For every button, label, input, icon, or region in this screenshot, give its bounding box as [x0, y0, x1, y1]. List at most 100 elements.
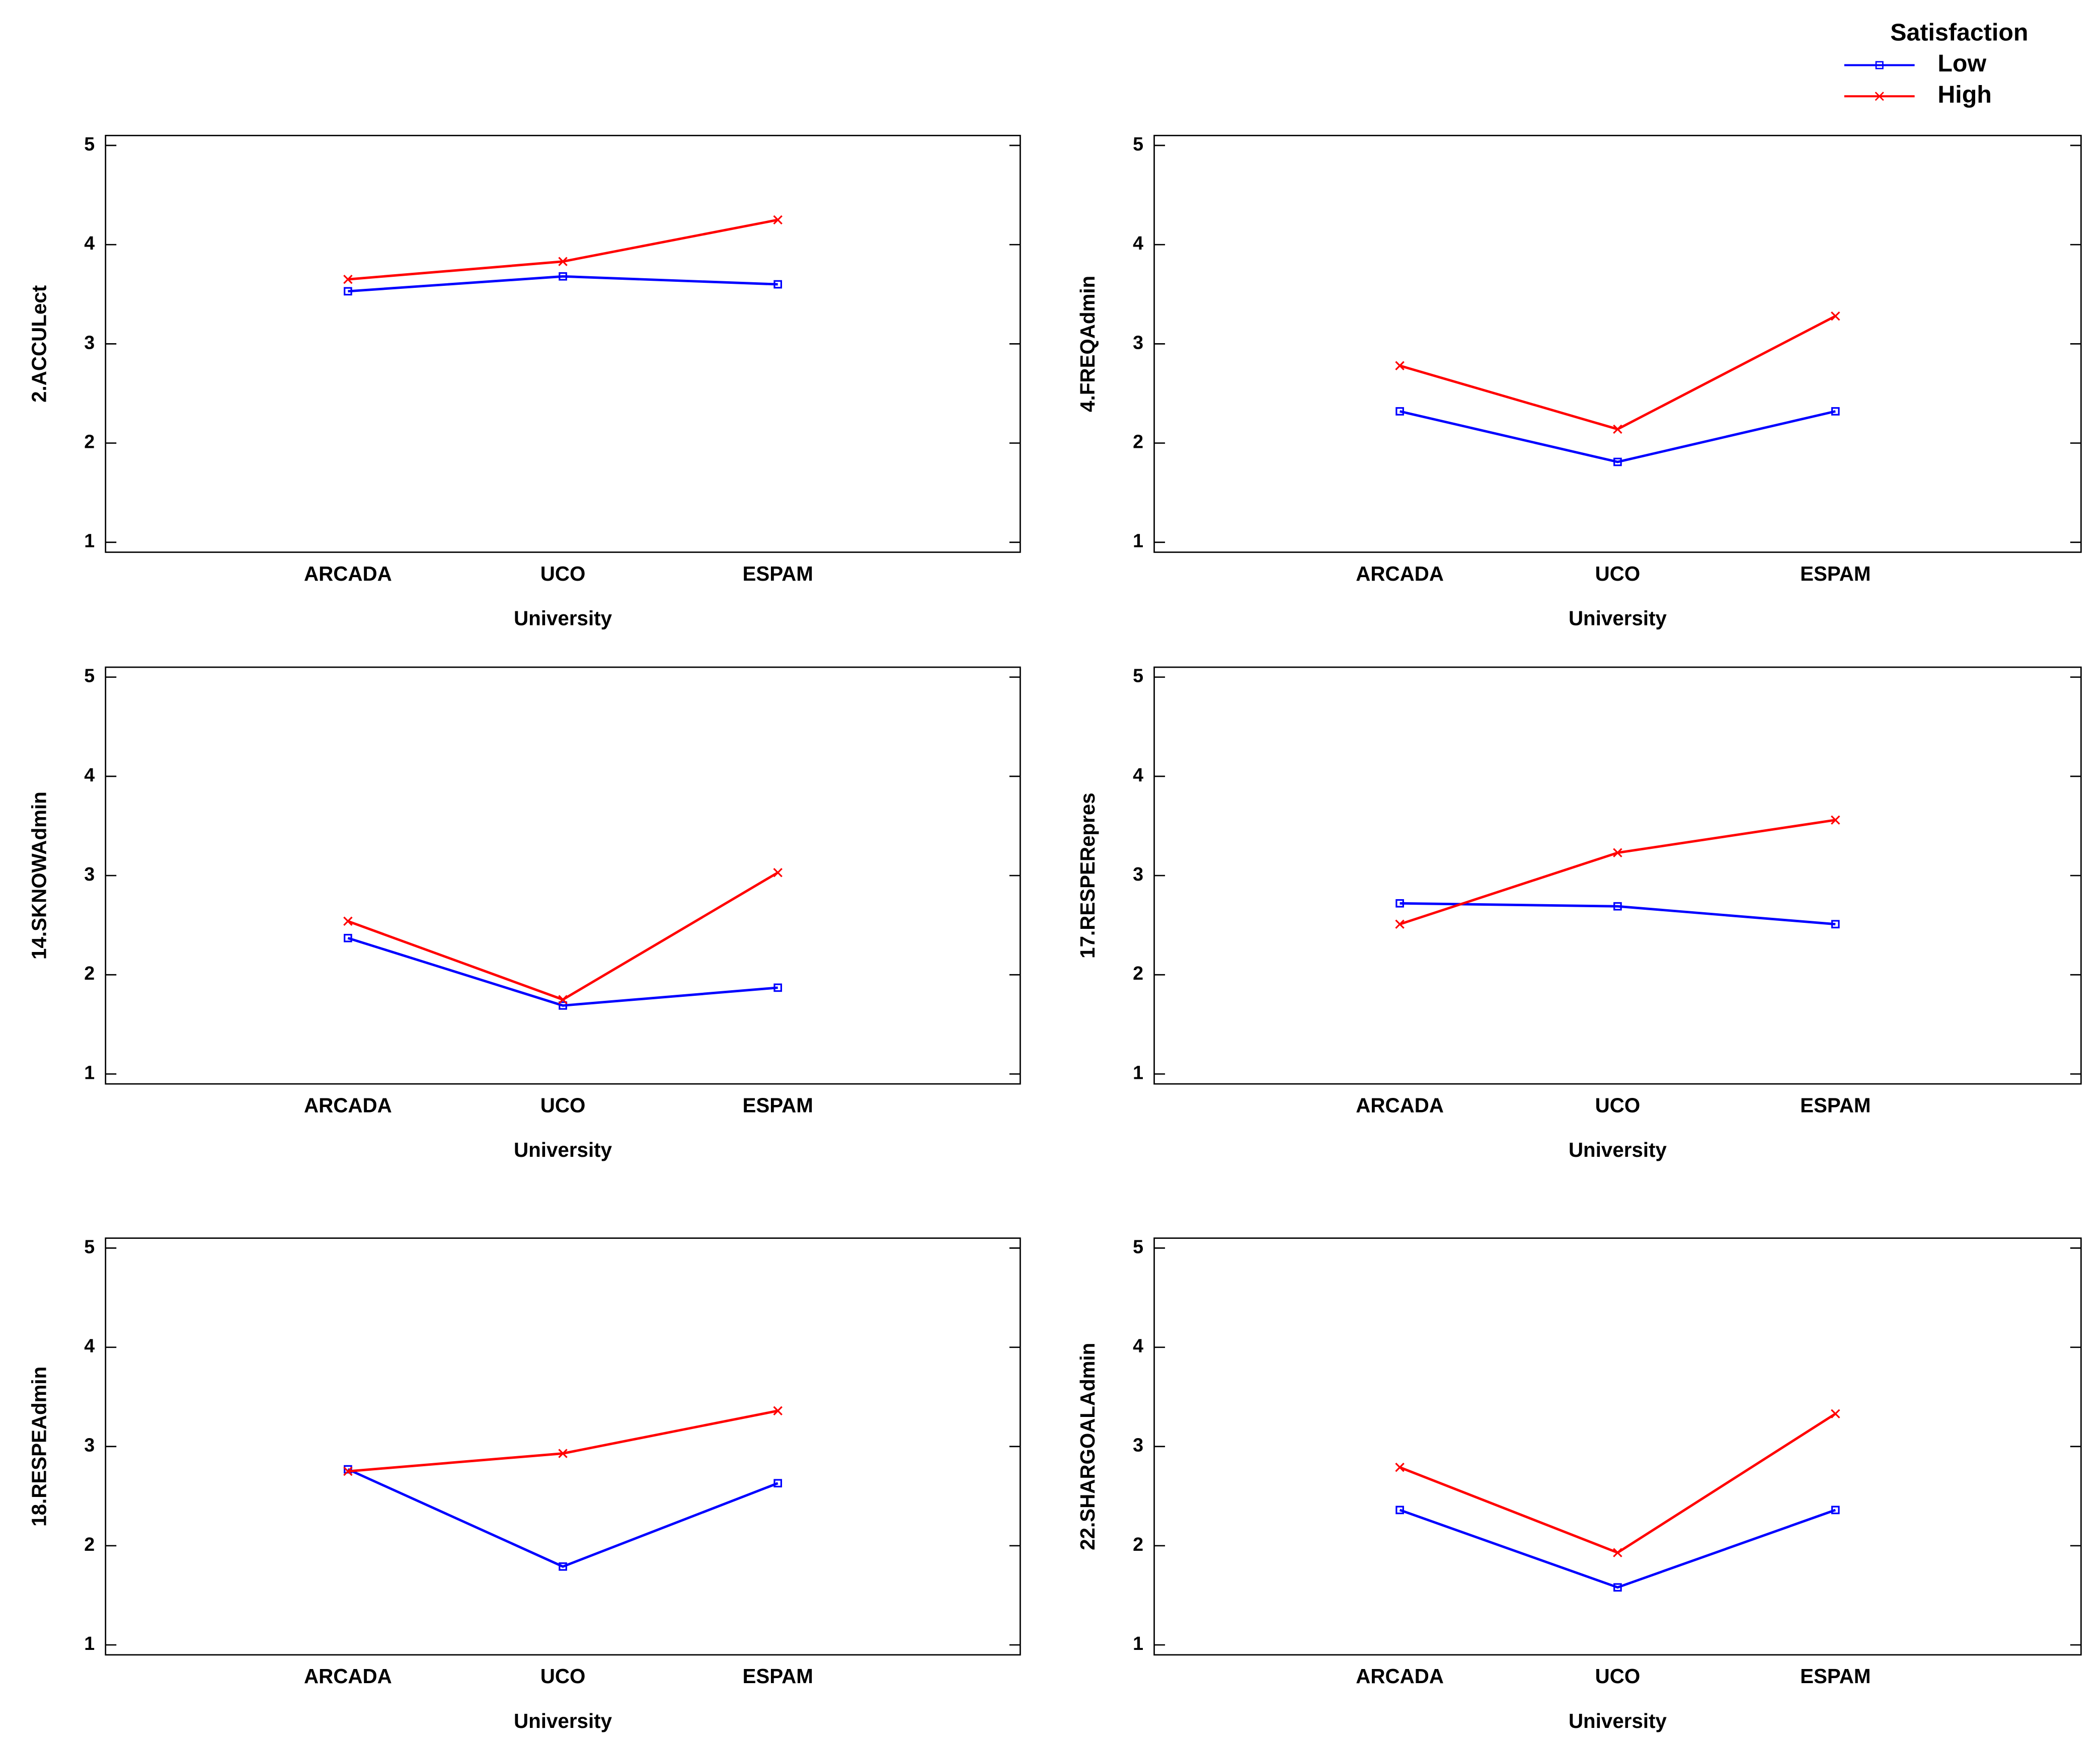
marker: [1613, 848, 1622, 857]
marker: [1613, 457, 1622, 466]
marker: [1395, 361, 1405, 370]
x-axis-label: University: [1569, 1138, 1667, 1161]
marker: [1831, 1409, 1840, 1418]
series-line: [1399, 902, 1836, 926]
y-axis-label: 17.RESPERepres: [1076, 793, 1099, 959]
x-tick-label: UCO: [1595, 1094, 1641, 1117]
plot-frame: [1153, 1237, 2082, 1656]
y-tick-label: 1: [84, 530, 95, 551]
x-tick-label: ESPAM: [742, 562, 813, 585]
x-axis-label: University: [514, 607, 612, 630]
x-axis-label: University: [1569, 1709, 1667, 1732]
x-tick-label: ARCADA: [1356, 562, 1444, 585]
x-axis-label: University: [1569, 607, 1667, 630]
marker: [1395, 1462, 1405, 1472]
marker: [1831, 815, 1840, 825]
y-tick-label: 2: [84, 1534, 95, 1555]
y-axis-label: 18.RESPEAdmin: [27, 1367, 50, 1527]
marker: [1831, 920, 1840, 929]
plot-frame: [105, 1237, 1021, 1656]
y-tick-label: 2: [84, 431, 95, 452]
x-tick-label: ESPAM: [742, 1665, 813, 1688]
plot-frame: [105, 666, 1021, 1085]
series-line: [1399, 410, 1836, 463]
marker: [1613, 902, 1622, 911]
marker: [1395, 899, 1404, 908]
y-tick-label: 1: [1133, 530, 1143, 551]
legend-marker: [1875, 92, 1884, 101]
marker: [773, 983, 783, 992]
x-tick-label: UCO: [1595, 1665, 1641, 1688]
y-tick-label: 1: [1133, 1062, 1143, 1083]
marker: [1613, 1583, 1622, 1592]
y-tick-label: 3: [84, 332, 95, 353]
y-tick-label: 3: [84, 1435, 95, 1456]
y-tick-label: 4: [1133, 1335, 1143, 1356]
marker: [1831, 407, 1840, 416]
y-tick-label: 5: [84, 665, 95, 686]
x-tick-label: ARCADA: [304, 1094, 392, 1117]
y-tick-label: 3: [1133, 332, 1143, 353]
legend-title: Satisfaction: [1890, 19, 2028, 46]
series-line: [1399, 1412, 1836, 1554]
x-tick-label: ARCADA: [304, 1665, 392, 1688]
plot-frame: [105, 134, 1021, 553]
y-tick-label: 1: [84, 1062, 95, 1083]
marker: [559, 1001, 567, 1010]
marker: [558, 995, 568, 1004]
y-tick-label: 3: [84, 863, 95, 885]
y-axis-label: 22.SHARGOALAdmin: [1076, 1343, 1099, 1550]
x-tick-label: UCO: [1595, 562, 1641, 585]
marker: [344, 933, 352, 942]
marker: [343, 1466, 353, 1476]
series-line: [348, 218, 779, 281]
marker: [1831, 1506, 1840, 1515]
marker: [773, 1479, 783, 1488]
y-tick-label: 4: [1133, 232, 1143, 254]
y-axis-label: 14.SKNOWAdmin: [27, 791, 50, 960]
y-tick-label: 3: [1133, 863, 1143, 885]
legend-label: High: [1937, 81, 1991, 108]
x-tick-label: ESPAM: [1800, 562, 1871, 585]
marker: [1831, 311, 1840, 321]
marker: [1613, 424, 1622, 434]
y-tick-label: 1: [84, 1633, 95, 1654]
series-line: [348, 1409, 779, 1473]
y-tick-label: 4: [1133, 764, 1143, 785]
y-tick-label: 5: [1133, 1236, 1143, 1257]
marker: [343, 916, 353, 926]
x-axis-label: University: [514, 1709, 612, 1732]
series-line: [348, 275, 778, 293]
y-tick-label: 1: [1133, 1633, 1143, 1654]
x-tick-label: ESPAM: [1800, 1665, 1871, 1688]
x-tick-label: UCO: [540, 1094, 586, 1117]
plot-frame: [1153, 666, 2082, 1085]
y-axis-label: 4.FREQAdmin: [1076, 276, 1099, 412]
y-tick-label: 4: [84, 764, 95, 785]
marker: [344, 287, 352, 296]
marker: [558, 1449, 568, 1458]
y-tick-label: 2: [1133, 963, 1143, 984]
marker: [773, 215, 783, 225]
y-tick-label: 3: [1133, 1435, 1143, 1456]
marker: [773, 867, 783, 878]
marker: [1395, 919, 1405, 929]
legend-label: Low: [1937, 50, 1986, 77]
y-axis-label: 2.ACCULect: [27, 285, 50, 403]
marker: [558, 257, 568, 266]
y-tick-label: 5: [1133, 133, 1143, 154]
series-line: [1399, 1509, 1836, 1589]
x-tick-label: ARCADA: [1356, 1094, 1444, 1117]
marker: [344, 1465, 352, 1474]
series-line: [1399, 315, 1836, 431]
marker: [559, 1562, 567, 1571]
y-tick-label: 4: [84, 1335, 95, 1356]
y-tick-label: 5: [84, 1236, 95, 1257]
marker: [1395, 407, 1404, 416]
x-tick-label: UCO: [540, 562, 586, 585]
series-line: [347, 872, 779, 1001]
y-tick-label: 5: [84, 133, 95, 154]
y-tick-label: 2: [84, 963, 95, 984]
